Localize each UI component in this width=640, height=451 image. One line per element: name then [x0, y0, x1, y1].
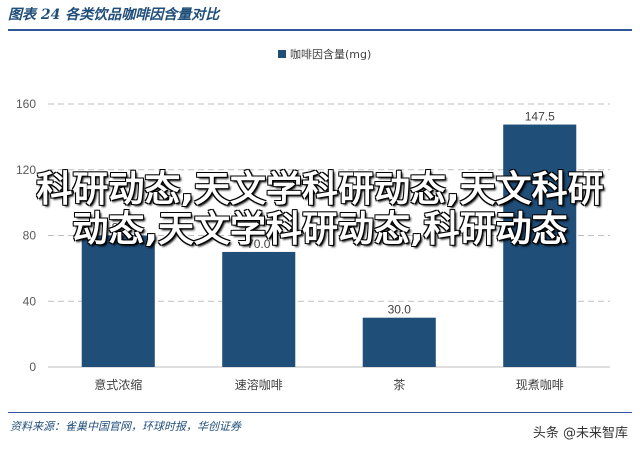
- figure-header: 图表 24 各类饮品咖啡因含量对比: [0, 0, 640, 28]
- x-tick-label: 茶: [393, 377, 405, 392]
- bar-chart: 0 40 80 120 160 80 意式浓缩 70.0 速溶咖啡 30.0 茶 147.5 现煮咖啡 咖…: [16, 47, 610, 392]
- y-tick-label: 160: [16, 97, 36, 111]
- x-tick-label: 现煮咖啡: [516, 377, 564, 392]
- bar-data-label: 70.0: [247, 237, 271, 251]
- figure-title: 图表 24 各类饮品咖啡因含量对比: [8, 7, 220, 23]
- legend-label: 咖啡因含量(mg): [290, 47, 371, 61]
- x-tick-label: 意式浓缩: [94, 377, 142, 392]
- header-rule: [8, 29, 632, 31]
- source-rule: [8, 412, 632, 413]
- y-tick-label: 120: [16, 163, 36, 177]
- source-note: 资料来源：雀巢中国官网，环球时报，华创证券: [10, 420, 241, 433]
- bar: [81, 235, 155, 367]
- y-tick-label: 80: [23, 229, 37, 243]
- y-tick-label: 40: [23, 294, 37, 308]
- y-tick-label: 0: [29, 360, 36, 374]
- bar-data-label: 30.0: [388, 303, 412, 317]
- bar: [503, 124, 577, 367]
- legend-swatch: [278, 50, 286, 58]
- bar-data-label: 80: [112, 221, 126, 235]
- bar: [222, 251, 296, 367]
- bar: [362, 317, 436, 367]
- brand-tag: 头条 @未来智库: [532, 426, 628, 441]
- bar-data-label: 147.5: [525, 110, 555, 124]
- x-tick-label: 速溶咖啡: [235, 377, 283, 392]
